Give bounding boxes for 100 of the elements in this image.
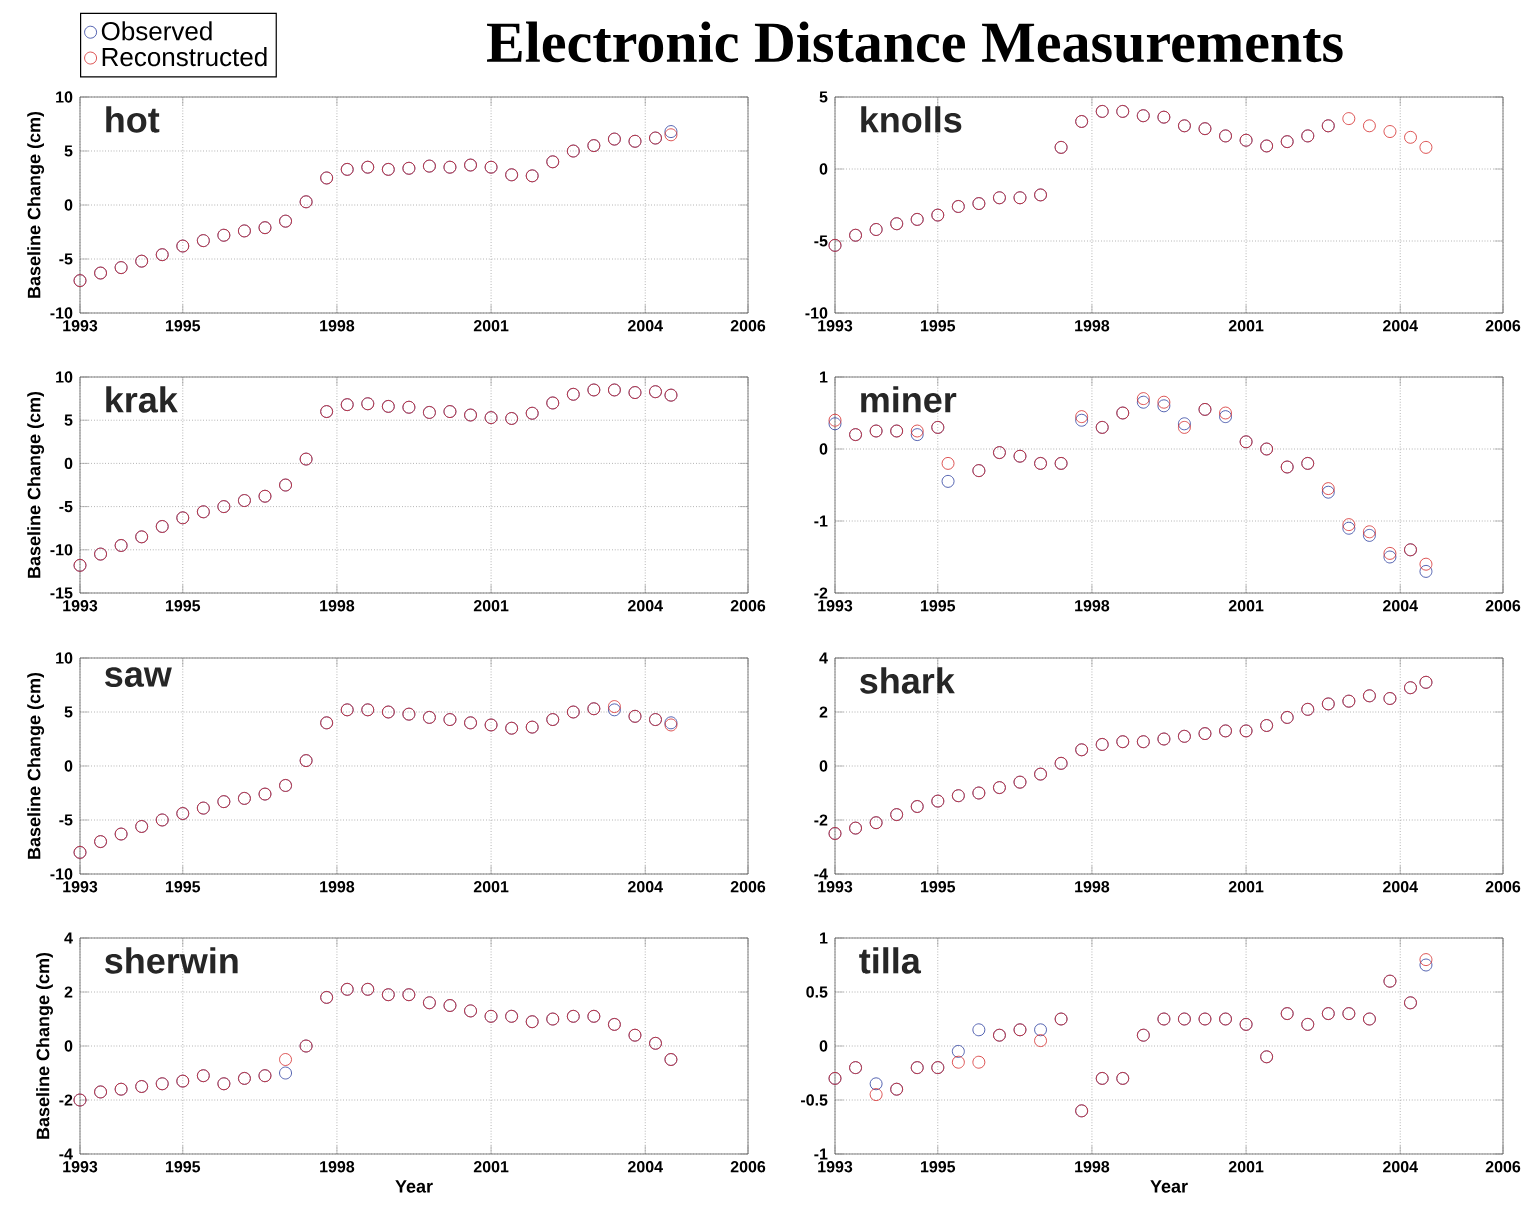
- x-tick-label: 1993: [63, 320, 98, 332]
- x-tick-label: 1995: [920, 320, 956, 332]
- x-tick-label: 2006: [730, 1161, 766, 1173]
- chart-title: krak: [106, 386, 178, 413]
- x-tick-label: 1993: [818, 600, 853, 612]
- chart-title: miner: [861, 386, 957, 413]
- y-tick-label: -1: [814, 1148, 828, 1160]
- x-tick-label: 2004: [628, 881, 663, 893]
- x-tick-label: 1993: [63, 600, 98, 612]
- y-tick-label: -4: [814, 868, 828, 880]
- x-tick-label: 1998: [320, 881, 355, 893]
- x-axis-title: Year: [395, 1180, 433, 1193]
- x-tick-label: 2006: [1485, 881, 1521, 893]
- x-tick-label: 1993: [818, 1161, 853, 1173]
- y-tick-label: -2: [814, 587, 828, 599]
- x-tick-label: 2006: [1485, 1161, 1521, 1173]
- y-tick-label: -0.5: [801, 1094, 828, 1106]
- y-tick-label: -5: [814, 235, 828, 247]
- x-tick-label: 2004: [628, 600, 663, 612]
- x-tick-label: 1995: [165, 881, 201, 893]
- x-tick-label: 1995: [920, 600, 956, 612]
- x-tick-label: 2001: [473, 1161, 509, 1173]
- chart-title: hot: [106, 106, 160, 133]
- y-tick-label: 5: [819, 91, 828, 103]
- y-tick-label: 4: [64, 932, 73, 944]
- y-tick-label: 0: [64, 457, 73, 470]
- y-tick-label: 2: [64, 986, 73, 998]
- x-tick-label: 1995: [920, 881, 956, 893]
- x-tick-label: 2001: [473, 320, 509, 332]
- y-axis-title: Baseline Change (cm): [27, 391, 45, 578]
- x-tick-label: 1993: [63, 1161, 98, 1173]
- x-tick-label: 1995: [165, 600, 201, 612]
- text: Electronic Distance Measurements: [487, 21, 1343, 63]
- y-tick-label: -4: [59, 1148, 73, 1160]
- y-axis-title: Baseline Change (cm): [27, 672, 45, 859]
- y-tick-label: -2: [59, 1094, 73, 1106]
- legend-label: Observed: [101, 21, 212, 41]
- x-tick-label: 2004: [1383, 320, 1418, 332]
- x-tick-label: 2001: [1228, 1161, 1264, 1173]
- x-tick-label: 1995: [165, 1161, 201, 1173]
- y-tick-label: 10: [56, 652, 73, 664]
- y-tick-label: -10: [50, 544, 73, 556]
- y-axis-title: Baseline Change (cm): [36, 952, 53, 1139]
- chart-title: sherwin: [105, 947, 238, 974]
- x-tick-label: 1998: [320, 1161, 355, 1173]
- x-tick-label: 1998: [1075, 1161, 1110, 1173]
- x-tick-label: 1998: [1075, 320, 1110, 332]
- x-tick-label: 2001: [1228, 600, 1264, 612]
- x-tick-label: 2001: [473, 881, 509, 893]
- x-tick-label: 2006: [1485, 320, 1521, 332]
- x-tick-label: 1998: [320, 600, 355, 612]
- x-tick-label: 2004: [1383, 1161, 1418, 1173]
- x-tick-label: 1993: [63, 881, 98, 893]
- x-tick-label: 2001: [1228, 881, 1264, 893]
- y-tick-label: -5: [59, 814, 73, 826]
- x-tick-label: 1993: [818, 320, 853, 332]
- x-tick-label: 2001: [473, 600, 509, 612]
- x-tick-label: 2006: [730, 881, 766, 893]
- y-tick-label: 5: [64, 414, 73, 426]
- y-tick-label: 10: [56, 91, 73, 103]
- chart-title: tilla: [859, 947, 922, 974]
- y-tick-label: 0: [819, 163, 828, 175]
- x-tick-label: 1998: [1075, 881, 1110, 893]
- y-tick-label: -5: [59, 253, 73, 265]
- x-tick-label: 2006: [730, 600, 766, 612]
- y-tick-label: -10: [50, 307, 73, 319]
- y-tick-label: 0: [64, 1040, 73, 1052]
- y-tick-label: 1: [820, 371, 828, 383]
- x-tick-label: 1998: [1075, 600, 1110, 612]
- y-tick-label: -2: [814, 814, 828, 826]
- y-tick-label: 2: [819, 706, 828, 718]
- y-tick-label: -15: [50, 587, 73, 599]
- y-tick-label: 0: [819, 1040, 828, 1052]
- x-tick-label: 2004: [1383, 881, 1418, 893]
- chart-title: saw: [105, 667, 172, 687]
- y-tick-label: -5: [59, 501, 73, 513]
- y-tick-label: 0.5: [806, 986, 828, 998]
- x-tick-label: 2001: [1228, 320, 1264, 332]
- y-tick-label: 5: [64, 145, 73, 157]
- y-tick-label: 4: [819, 652, 828, 664]
- y-tick-label: -10: [50, 868, 73, 880]
- y-tick-label: -1: [814, 515, 828, 527]
- y-tick-label: 0: [819, 443, 828, 455]
- x-tick-label: 2004: [1383, 600, 1418, 612]
- y-tick-label: 0: [64, 760, 73, 772]
- y-tick-label: 0: [819, 760, 828, 772]
- x-tick-label: 2006: [1485, 600, 1521, 612]
- x-tick-label: 1995: [165, 320, 201, 332]
- x-axis-title: Year: [1150, 1180, 1188, 1193]
- x-tick-label: 1993: [818, 881, 853, 893]
- chart-title: knolls: [861, 106, 962, 133]
- x-tick-label: 1995: [920, 1161, 956, 1173]
- chart-title: shark: [860, 667, 955, 694]
- y-axis-title: Baseline Change (cm): [27, 111, 45, 298]
- legend-label: Reconstructed: [102, 47, 267, 67]
- y-tick-label: -10: [805, 307, 828, 319]
- y-tick-label: 5: [64, 706, 73, 718]
- y-tick-label: 10: [56, 371, 73, 383]
- x-tick-label: 2006: [730, 320, 766, 332]
- x-tick-label: 1998: [320, 320, 355, 332]
